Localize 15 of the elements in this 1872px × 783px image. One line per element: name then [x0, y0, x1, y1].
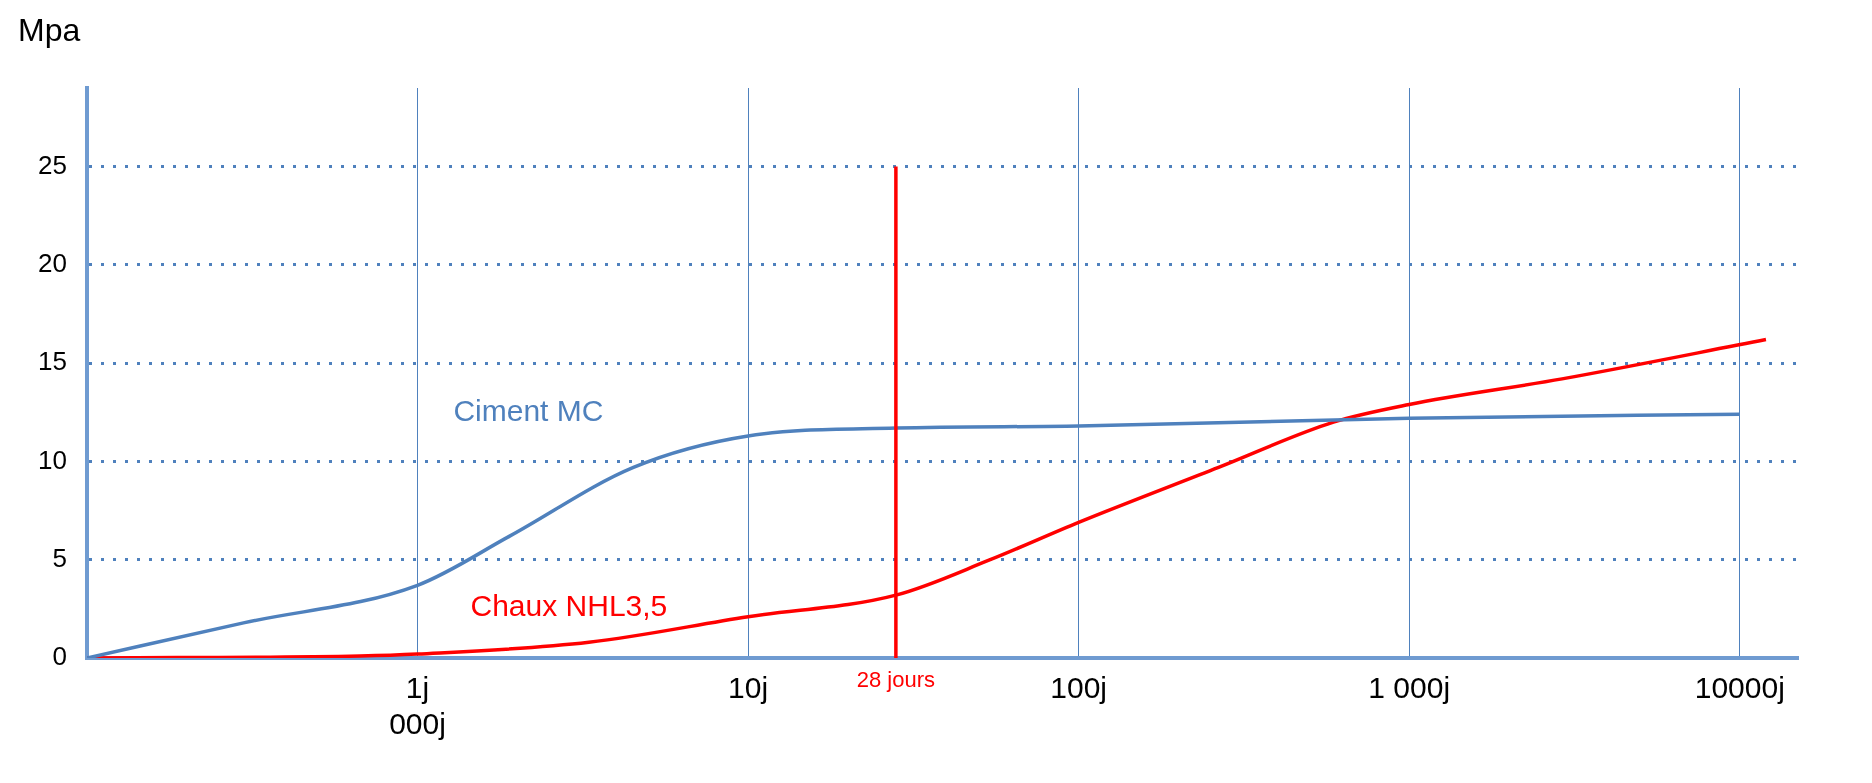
ref-line-label: 28 jours — [856, 667, 936, 693]
y-tick-label: 10 — [38, 444, 67, 475]
x-tick-label: 1 000j — [1368, 671, 1451, 705]
series-label: Ciment MC — [453, 393, 604, 427]
x-tick-label: 10j — [728, 671, 769, 705]
x-tick-label: 100j — [1050, 671, 1107, 705]
y-tick-label: 20 — [38, 248, 67, 279]
y-tick-label: 25 — [38, 149, 67, 180]
y-tick-label: 0 — [52, 641, 67, 672]
y-tick-label: 5 — [52, 542, 67, 573]
y-tick-label: 15 — [38, 346, 67, 377]
y-axis-title: Mpa — [18, 11, 81, 48]
x-tick-label: 1j 000j — [389, 671, 446, 741]
series-label: Chaux NHL3,5 — [470, 588, 668, 622]
x-tick-label: 10000j — [1694, 671, 1785, 705]
